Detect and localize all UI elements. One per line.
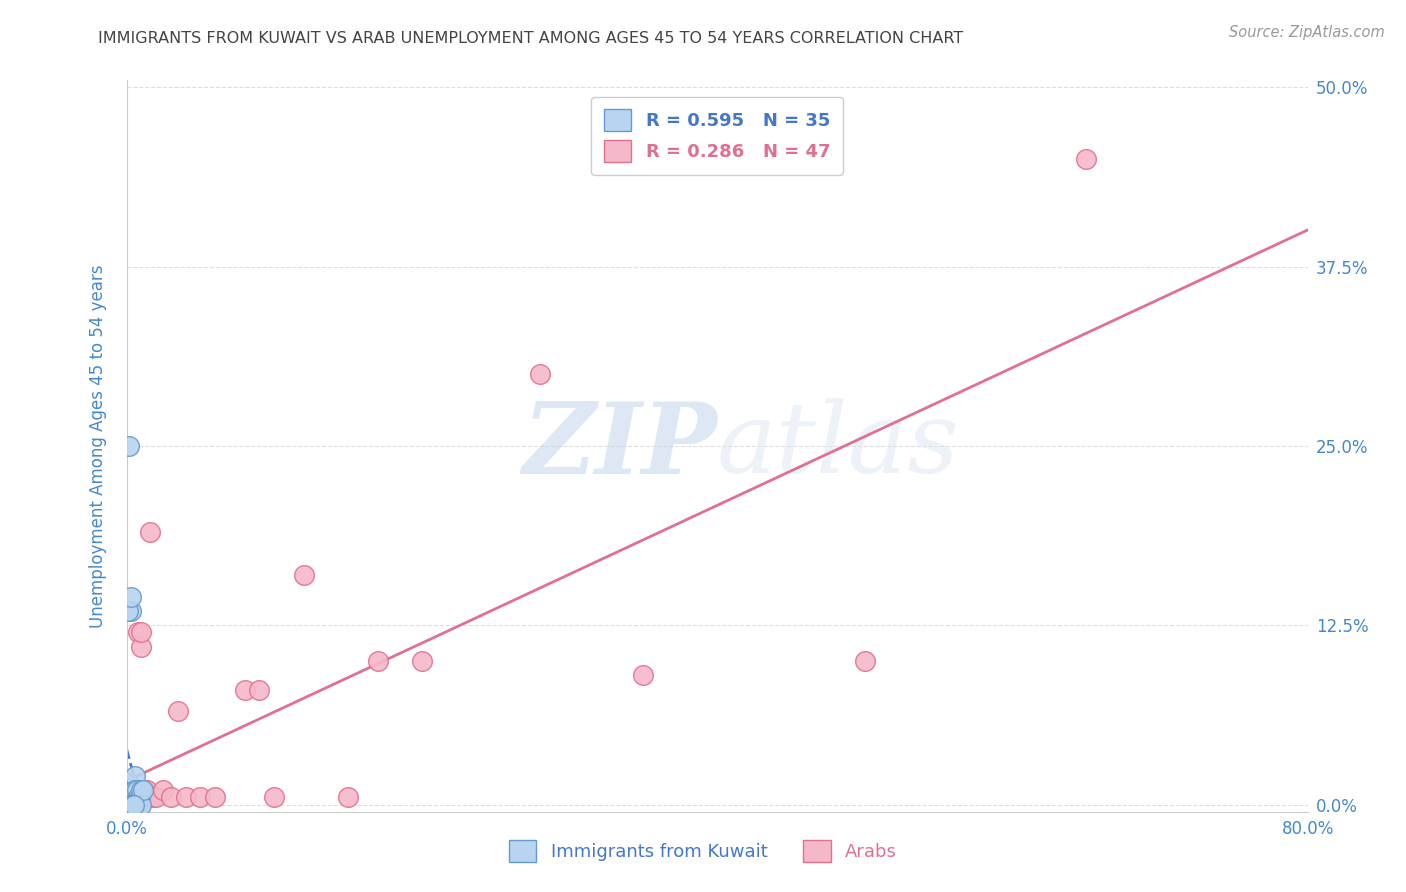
Point <box>129 797 153 812</box>
Point <box>118 797 141 812</box>
Point <box>125 797 148 812</box>
Point <box>129 783 153 797</box>
Point <box>139 524 162 539</box>
Point <box>122 790 145 805</box>
Point <box>152 783 174 797</box>
Point <box>117 604 139 618</box>
Legend: Immigrants from Kuwait, Arabs: Immigrants from Kuwait, Arabs <box>502 833 904 870</box>
Point <box>127 790 149 805</box>
Point <box>135 790 157 805</box>
Point <box>121 783 143 797</box>
Point <box>167 704 190 718</box>
Text: Source: ZipAtlas.com: Source: ZipAtlas.com <box>1229 25 1385 40</box>
Point <box>117 790 139 805</box>
Point <box>122 783 145 797</box>
Point <box>118 790 141 805</box>
Point <box>120 783 142 797</box>
Point <box>117 797 139 812</box>
Point <box>120 797 142 812</box>
Point <box>129 640 153 654</box>
Point <box>117 783 139 797</box>
Point <box>117 797 139 812</box>
Point <box>529 368 551 382</box>
Point <box>118 797 141 812</box>
Point <box>1076 152 1098 166</box>
Point <box>292 568 315 582</box>
Point <box>337 790 360 805</box>
Point <box>249 682 271 697</box>
Point <box>633 668 655 682</box>
Point <box>118 797 141 812</box>
Point <box>174 790 197 805</box>
Point <box>122 797 145 812</box>
Point <box>121 797 143 812</box>
Point <box>118 790 141 805</box>
Point <box>233 682 256 697</box>
Point <box>142 790 165 805</box>
Point <box>121 797 143 812</box>
Point <box>122 797 145 812</box>
Point <box>120 604 142 618</box>
Point <box>120 797 142 812</box>
Point <box>128 790 150 805</box>
Point <box>132 783 155 797</box>
Point <box>160 790 183 805</box>
Point <box>121 790 143 805</box>
Point <box>120 783 142 797</box>
Point <box>124 783 146 797</box>
Point <box>122 783 145 797</box>
Point <box>853 654 876 668</box>
Point <box>118 783 141 797</box>
Point <box>124 790 146 805</box>
Point <box>118 439 141 453</box>
Point <box>132 783 155 797</box>
Point <box>127 625 149 640</box>
Point <box>121 783 143 797</box>
Point <box>120 783 142 797</box>
Point <box>117 797 139 812</box>
Point <box>117 797 139 812</box>
Text: atlas: atlas <box>717 399 960 493</box>
Point <box>118 783 141 797</box>
Point <box>129 625 153 640</box>
Point <box>204 790 226 805</box>
Point <box>117 795 139 809</box>
Point <box>125 783 148 797</box>
Point <box>125 783 148 797</box>
Point <box>121 783 143 797</box>
Point <box>122 790 145 805</box>
Point <box>120 790 142 805</box>
Point <box>136 783 159 797</box>
Point <box>118 790 141 805</box>
Point <box>145 790 167 805</box>
Point <box>367 654 389 668</box>
Point <box>120 590 142 604</box>
Point <box>411 654 433 668</box>
Point <box>120 783 142 797</box>
Point <box>138 790 160 805</box>
Point <box>118 776 141 790</box>
Y-axis label: Unemployment Among Ages 45 to 54 years: Unemployment Among Ages 45 to 54 years <box>89 264 107 628</box>
Text: ZIP: ZIP <box>522 398 717 494</box>
Text: IMMIGRANTS FROM KUWAIT VS ARAB UNEMPLOYMENT AMONG AGES 45 TO 54 YEARS CORRELATIO: IMMIGRANTS FROM KUWAIT VS ARAB UNEMPLOYM… <box>98 31 963 46</box>
Point <box>117 797 139 812</box>
Legend: R = 0.595   N = 35, R = 0.286   N = 47: R = 0.595 N = 35, R = 0.286 N = 47 <box>592 96 842 175</box>
Point <box>263 790 285 805</box>
Point <box>120 790 142 805</box>
Point <box>188 790 212 805</box>
Point <box>124 769 146 783</box>
Point <box>118 797 141 812</box>
Point <box>124 783 146 797</box>
Point <box>134 783 156 797</box>
